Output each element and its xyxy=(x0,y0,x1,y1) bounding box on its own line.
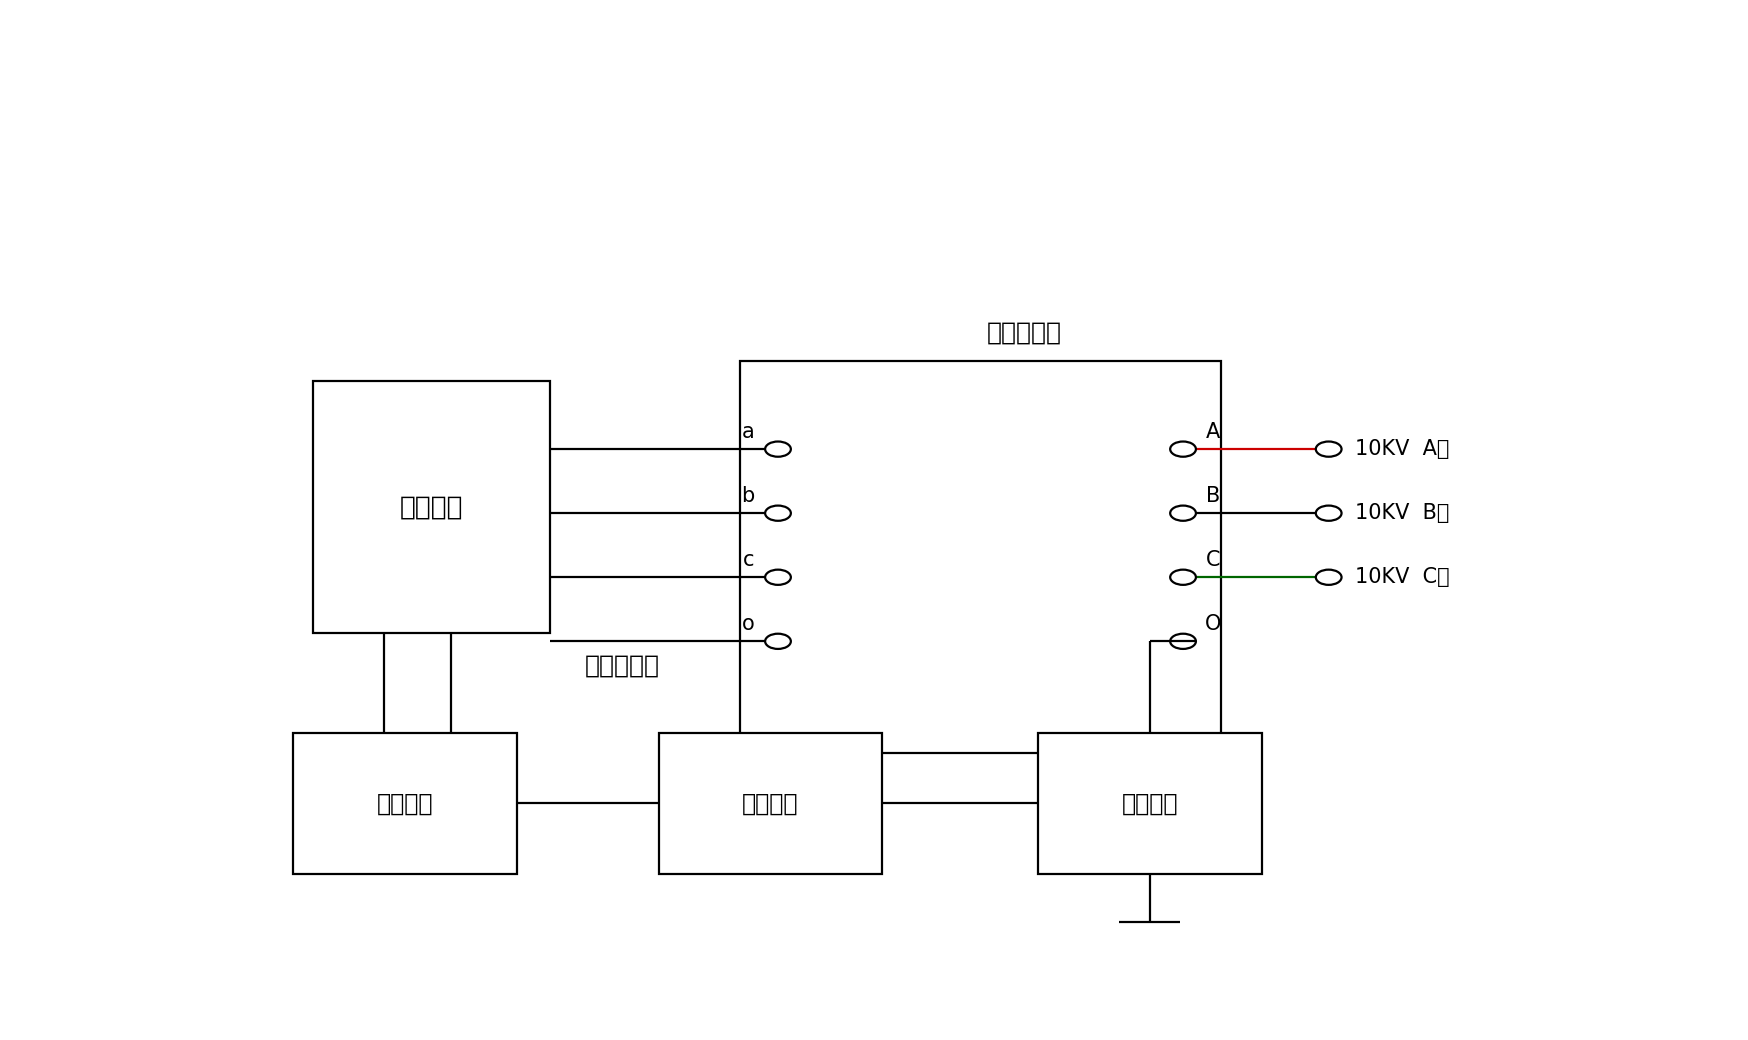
Text: 特频信号源: 特频信号源 xyxy=(584,653,659,677)
Text: 10KV  C相: 10KV C相 xyxy=(1355,567,1449,588)
Text: O: O xyxy=(1204,614,1222,633)
Text: A: A xyxy=(1206,421,1220,442)
Text: 恒流电路: 恒流电路 xyxy=(1122,791,1178,815)
Text: a: a xyxy=(741,421,755,442)
Bar xyxy=(1038,733,1262,874)
Text: c: c xyxy=(743,549,753,570)
Bar xyxy=(739,361,1220,753)
Bar xyxy=(659,733,883,874)
Text: o: o xyxy=(741,614,755,633)
Text: 整流电路: 整流电路 xyxy=(400,494,463,520)
Text: b: b xyxy=(741,486,755,505)
Text: 滤波电路: 滤波电路 xyxy=(743,791,799,815)
Text: 10KV  B相: 10KV B相 xyxy=(1355,503,1449,523)
Text: 注入变压器: 注入变压器 xyxy=(988,321,1063,345)
Text: 10KV  A相: 10KV A相 xyxy=(1355,439,1449,459)
Text: C: C xyxy=(1206,549,1220,570)
Bar xyxy=(313,381,551,633)
Text: 逆变电路: 逆变电路 xyxy=(376,791,434,815)
Bar xyxy=(294,733,517,874)
Text: B: B xyxy=(1206,486,1220,505)
